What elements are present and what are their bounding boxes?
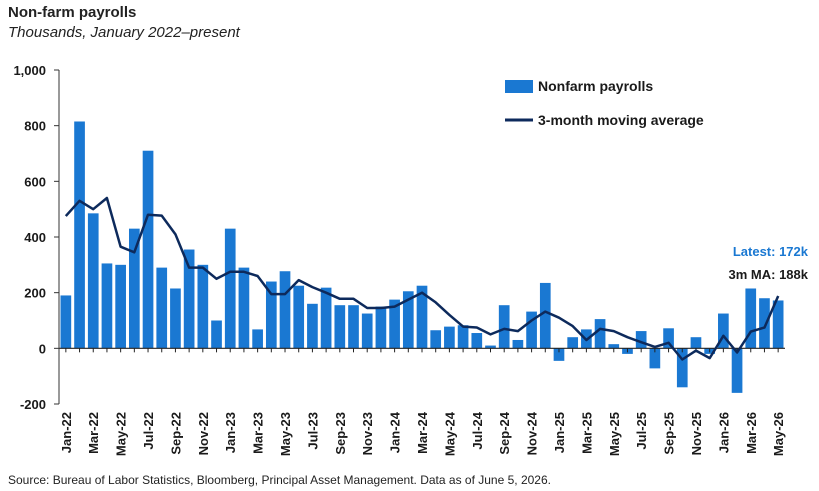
x-tick-label: Mar-24 xyxy=(415,411,430,454)
bar xyxy=(279,271,291,349)
bar xyxy=(60,295,72,349)
x-tick-label: Sep-22 xyxy=(168,412,183,455)
bar xyxy=(663,328,674,349)
y-tick-label: 0 xyxy=(39,341,46,356)
moving-average-line xyxy=(64,196,780,361)
bar xyxy=(676,348,688,388)
y-tick-label: 1,000 xyxy=(13,63,46,78)
chart-subtitle: Thousands, January 2022–present xyxy=(8,24,240,41)
x-tick-label: Mar-22 xyxy=(86,412,101,454)
x-tick-label: Mar-25 xyxy=(579,412,594,454)
legend: Nonfarm payrolls 3-month moving average xyxy=(505,78,704,128)
x-tick-label: Jan-26 xyxy=(716,412,731,453)
x-tick-label: Jan-25 xyxy=(552,412,567,453)
bar xyxy=(252,329,263,349)
bar xyxy=(348,305,359,349)
x-tick-label: Sep-23 xyxy=(333,412,348,455)
bar xyxy=(512,339,524,349)
x-tick-label: Sep-24 xyxy=(497,411,512,454)
bar xyxy=(731,348,743,393)
bar xyxy=(485,345,496,349)
source-note: Source: Bureau of Labor Statistics, Bloo… xyxy=(8,473,551,487)
bar xyxy=(635,331,647,349)
x-tick-label: May-26 xyxy=(771,412,786,456)
y-tick-label: 600 xyxy=(24,174,46,189)
x-tick-label: Jan-22 xyxy=(59,412,74,453)
bar xyxy=(224,228,236,349)
latest-annotation: Latest: 172k xyxy=(733,244,809,259)
y-tick-label: 200 xyxy=(24,286,46,301)
bar xyxy=(430,330,442,349)
bar xyxy=(772,300,784,349)
x-tick-label: May-24 xyxy=(442,411,457,456)
x-tick-label: Jul-22 xyxy=(141,412,156,450)
x-tick-label: Mar-23 xyxy=(251,412,266,454)
x-tick-label: Jan-24 xyxy=(388,411,403,453)
bar xyxy=(416,285,428,349)
bar xyxy=(457,325,469,349)
bar xyxy=(142,150,154,349)
x-tick-label: Nov-25 xyxy=(689,412,704,455)
x-tick-label: Nov-22 xyxy=(196,412,211,455)
bar xyxy=(745,288,757,349)
bar xyxy=(293,285,305,349)
bar xyxy=(361,313,373,349)
y-tick-label: 400 xyxy=(24,230,46,245)
bar xyxy=(87,213,99,349)
bar xyxy=(183,249,195,349)
x-tick-label: May-22 xyxy=(114,412,129,456)
bar xyxy=(718,313,729,349)
x-tick-label: May-23 xyxy=(278,412,293,456)
bar xyxy=(211,320,222,349)
x-tick-label: Mar-26 xyxy=(744,412,759,454)
moving-average-annotation: 3m MA: 188k xyxy=(729,267,809,282)
x-tick-label: Jul-23 xyxy=(305,412,320,450)
bar xyxy=(594,319,606,349)
bar xyxy=(759,298,770,349)
bar xyxy=(553,348,565,361)
bar xyxy=(444,326,455,349)
bar xyxy=(265,281,277,349)
bar xyxy=(690,337,702,349)
bar xyxy=(608,344,620,349)
y-axis-ticks: -200 0 200 400 600 800 1,000 xyxy=(13,63,59,412)
bar xyxy=(307,303,318,349)
bar xyxy=(539,282,551,349)
chart-title: Non-farm payrolls xyxy=(8,4,137,21)
legend-bar-swatch xyxy=(505,80,533,93)
bar xyxy=(389,299,400,349)
bar xyxy=(649,348,661,369)
x-tick-label: Nov-23 xyxy=(360,412,375,455)
x-axis-ticks: Jan-22 Mar-22 May-22 Jul-22 Sep-22 Nov-22 Jan-… xyxy=(59,348,786,456)
x-tick-label: Nov-24 xyxy=(525,411,540,455)
bar xyxy=(471,333,483,349)
x-tick-label: Jul-24 xyxy=(470,411,485,449)
bar xyxy=(170,288,181,349)
x-tick-label: Jan-23 xyxy=(223,412,238,453)
bar xyxy=(74,121,85,349)
bar-series xyxy=(60,121,784,393)
bar xyxy=(197,264,209,349)
bar xyxy=(320,287,332,349)
bar xyxy=(101,263,113,349)
bar xyxy=(238,267,250,349)
y-tick-label: -200 xyxy=(20,397,46,412)
bar xyxy=(156,267,168,349)
bar xyxy=(498,305,510,349)
bar xyxy=(115,264,126,349)
bar xyxy=(128,228,140,349)
x-tick-label: Sep-25 xyxy=(662,412,677,455)
bar xyxy=(526,311,537,349)
x-tick-label: Jul-25 xyxy=(634,412,649,450)
legend-line-label: 3-month moving average xyxy=(538,112,704,128)
x-tick-label: May-25 xyxy=(607,412,622,456)
y-tick-label: 800 xyxy=(24,119,46,134)
bar xyxy=(402,291,414,349)
bar xyxy=(334,305,346,349)
bar xyxy=(567,337,579,349)
bar xyxy=(375,306,387,349)
legend-bar-label: Nonfarm payrolls xyxy=(538,78,653,94)
